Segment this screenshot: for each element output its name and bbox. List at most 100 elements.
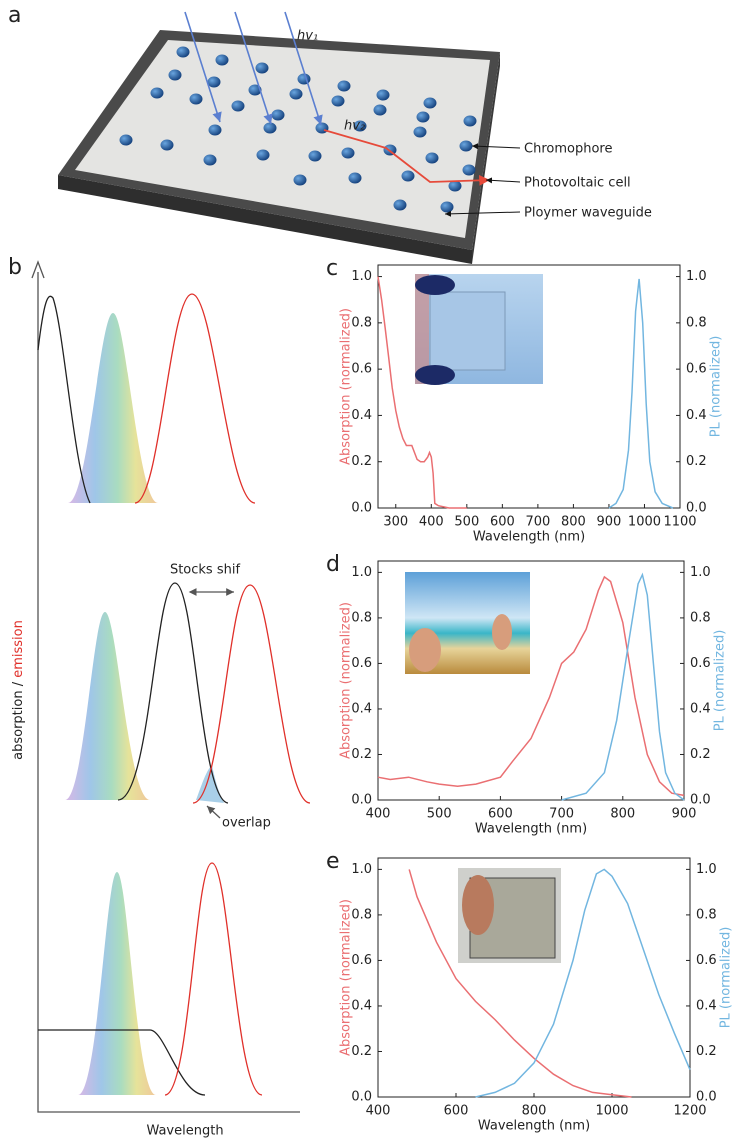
y2-axis-label: PL (normalized) bbox=[719, 927, 734, 1029]
y-tick-label: 0.6 bbox=[351, 953, 372, 968]
x-tick-label: 700 bbox=[525, 515, 550, 530]
data-line bbox=[377, 276, 467, 509]
chromophore bbox=[315, 122, 329, 134]
chromophore bbox=[348, 172, 362, 184]
y-tick-label: 0.2 bbox=[690, 747, 711, 762]
inset-photo bbox=[405, 572, 530, 674]
x-tick-label: 1000 bbox=[595, 1104, 628, 1119]
y-tick-label: 0.8 bbox=[696, 907, 717, 922]
chromophore bbox=[203, 154, 217, 166]
y-tick-label: 0.4 bbox=[696, 998, 717, 1013]
y-tick-label: 0.2 bbox=[351, 454, 372, 469]
chromophore bbox=[353, 120, 367, 132]
callout-line bbox=[471, 143, 521, 150]
chromophore bbox=[168, 69, 182, 81]
emission-path bbox=[323, 129, 491, 186]
y-tick-label: 1.0 bbox=[351, 862, 372, 877]
y-tick-label: 0.2 bbox=[696, 1044, 717, 1059]
plot-frame bbox=[377, 264, 681, 509]
x-axis-label: Wavelength (nm) bbox=[478, 1119, 590, 1134]
y-tick-label: 0.8 bbox=[351, 610, 372, 625]
chromophore bbox=[255, 62, 269, 74]
chromophore bbox=[263, 122, 277, 134]
chromophore bbox=[331, 95, 345, 107]
photon-arrow bbox=[184, 11, 222, 123]
callout-line bbox=[485, 177, 521, 184]
inset-photo bbox=[415, 274, 543, 385]
axis-label: Wavelength bbox=[146, 1124, 223, 1139]
chromophore bbox=[293, 174, 307, 186]
data-line bbox=[377, 575, 685, 797]
chromophore bbox=[289, 88, 303, 100]
x-tick-label: 400 bbox=[366, 807, 391, 822]
y-tick-label: 0.6 bbox=[690, 656, 711, 671]
x-axis-label: Wavelength (nm) bbox=[473, 530, 585, 545]
y-tick-label: 0.6 bbox=[686, 362, 707, 377]
y-tick-label: 0.0 bbox=[351, 1090, 372, 1105]
plot-frame bbox=[377, 560, 685, 801]
x-tick-label: 600 bbox=[490, 515, 515, 530]
schematic bbox=[31, 260, 311, 1113]
y-tick-label: 0.2 bbox=[351, 747, 372, 762]
chromophore bbox=[393, 199, 407, 211]
chromophore bbox=[463, 115, 477, 127]
chromophore bbox=[150, 87, 164, 99]
x-tick-label: 500 bbox=[427, 807, 452, 822]
y-tick-label: 0.0 bbox=[686, 501, 707, 516]
y-tick-label: 0.8 bbox=[351, 315, 372, 330]
chromophore bbox=[189, 93, 203, 105]
data-line bbox=[408, 869, 632, 1098]
chromophore bbox=[208, 124, 222, 136]
y-tick-label: 0.4 bbox=[351, 998, 372, 1013]
panel-label: e bbox=[326, 849, 340, 874]
y-tick-label: 1.0 bbox=[351, 269, 372, 284]
x-tick-label: 800 bbox=[522, 1104, 547, 1119]
waveguide-slab bbox=[58, 30, 500, 264]
y-tick-label: 0.4 bbox=[351, 701, 372, 716]
y-axis-label: Absorption (normalized) bbox=[339, 308, 354, 465]
x-tick-label: 900 bbox=[672, 807, 697, 822]
chromophore bbox=[376, 89, 390, 101]
chromophore bbox=[440, 201, 454, 213]
y-tick-label: 0.6 bbox=[351, 656, 372, 671]
y-tick-label: 0.0 bbox=[351, 501, 372, 516]
callout: Chromophore bbox=[524, 142, 612, 157]
y-tick-label: 0.6 bbox=[696, 953, 717, 968]
data-line bbox=[475, 868, 691, 1098]
x-tick-label: 800 bbox=[561, 515, 586, 530]
chromophore bbox=[176, 46, 190, 58]
y-tick-label: 1.0 bbox=[686, 269, 707, 284]
chromophore bbox=[119, 134, 133, 146]
annotation: overlap bbox=[222, 816, 271, 831]
y-tick-label: 1.0 bbox=[696, 862, 717, 877]
x-tick-label: 1000 bbox=[628, 515, 661, 530]
x-tick-label: 300 bbox=[383, 515, 408, 530]
chromophore bbox=[401, 170, 415, 182]
y-tick-label: 0.0 bbox=[690, 793, 711, 808]
y-tick-label: 0.4 bbox=[690, 701, 711, 716]
chromophore bbox=[271, 109, 285, 121]
x-axis-label: Wavelength (nm) bbox=[475, 822, 587, 837]
y-tick-label: 1.0 bbox=[351, 565, 372, 580]
y-tick-label: 0.6 bbox=[351, 362, 372, 377]
panel-label: b bbox=[8, 255, 22, 280]
x-tick-label: 400 bbox=[366, 1104, 391, 1119]
y-tick-label: 0.2 bbox=[351, 1044, 372, 1059]
axis-label: absorption / emission bbox=[11, 620, 26, 760]
chromophore bbox=[256, 149, 270, 161]
y-tick-label: 0.8 bbox=[686, 315, 707, 330]
photon-arrow bbox=[234, 11, 273, 125]
y-tick-label: 0.0 bbox=[351, 793, 372, 808]
y-axis-label: Absorption (normalized) bbox=[339, 899, 354, 1056]
data-line bbox=[608, 278, 674, 509]
panel-label: a bbox=[8, 3, 21, 28]
y-tick-label: 1.0 bbox=[690, 565, 711, 580]
panel-label: c bbox=[326, 256, 338, 281]
x-tick-label: 400 bbox=[419, 515, 444, 530]
chromophore bbox=[423, 97, 437, 109]
y-tick-label: 0.0 bbox=[696, 1090, 717, 1105]
x-tick-label: 600 bbox=[488, 807, 513, 822]
chromophore bbox=[297, 73, 311, 85]
chromophore bbox=[373, 104, 387, 116]
callout: Ploymer waveguide bbox=[524, 206, 652, 221]
